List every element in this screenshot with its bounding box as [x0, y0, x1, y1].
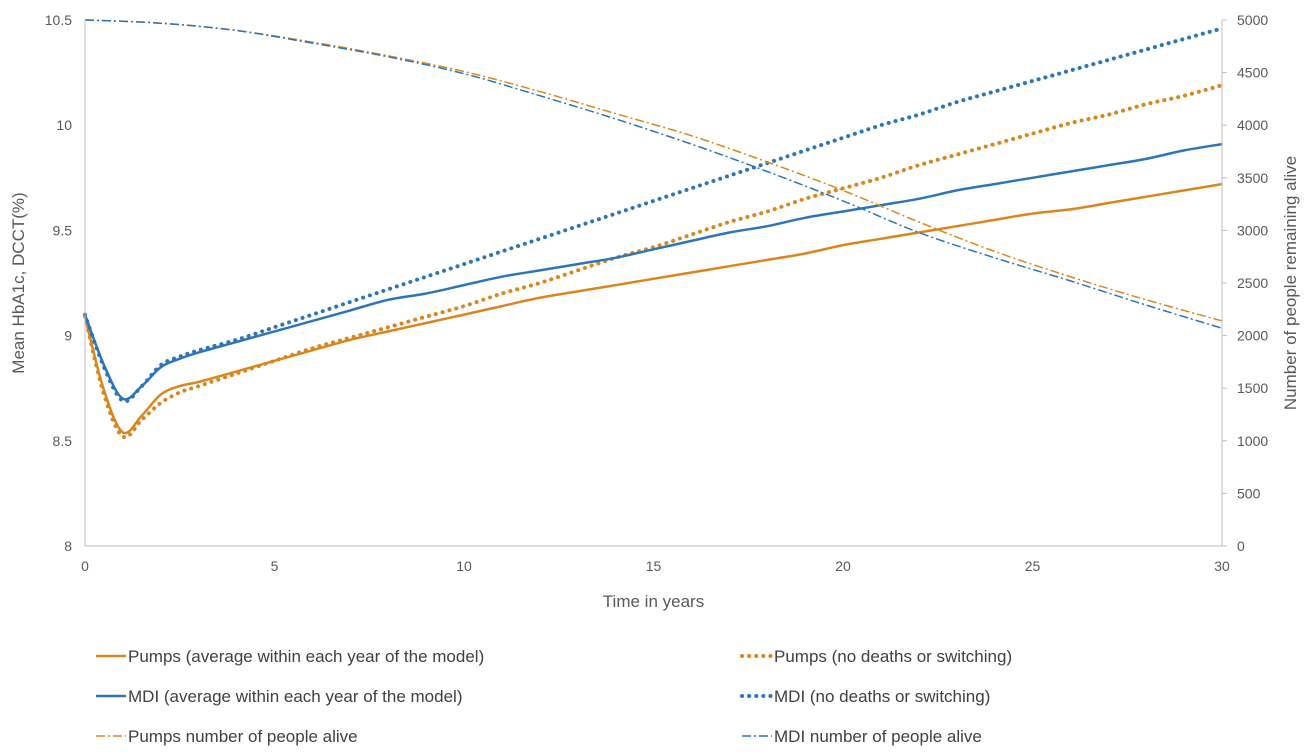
legend-label: Pumps (no deaths or switching): [774, 647, 1012, 666]
x-tick-label: 5: [271, 558, 279, 574]
series-line-4: [83, 26, 1224, 404]
x-tick-label: 10: [456, 558, 472, 574]
legend-label: MDI (average within each year of the mod…: [128, 687, 463, 706]
series-line-3: [83, 142, 1223, 401]
left-axis-ticks: 8 8.5 9 9.5 10 10.5: [45, 12, 72, 554]
y2-tick-label: 1000: [1237, 433, 1268, 449]
series-line-2: [83, 83, 1224, 440]
x-axis-ticks: 0 5 10 15 20 25 30: [81, 558, 1230, 574]
series-line-6: [84, 19, 1223, 329]
y2-tick-label: 4500: [1237, 65, 1268, 81]
y2-tick-label: 3000: [1237, 222, 1268, 238]
y-axis-title: Mean HbA1c, DCCT(%): [9, 192, 28, 373]
y-tick-label: 10: [56, 117, 72, 133]
y2-tick-label: 4000: [1237, 117, 1268, 133]
x-tick-label: 0: [81, 558, 89, 574]
y-tick-label: 8: [64, 538, 72, 554]
x-tick-label: 30: [1214, 558, 1230, 574]
right-axis-ticks: 0 500 1000 1500 2000 2500 3000 3500 4000 4500 5000: [1222, 12, 1268, 554]
x-tick-label: 20: [835, 558, 851, 574]
y2-tick-label: 500: [1237, 485, 1261, 501]
y2-tick-label: 0: [1237, 538, 1245, 554]
series-line-1: [83, 182, 1223, 435]
legend-label: Pumps (average within each year of the m…: [128, 647, 484, 666]
x-tick-label: 15: [646, 558, 662, 574]
y2-tick-label: 5000: [1237, 12, 1268, 28]
legend-label: MDI (no deaths or switching): [774, 687, 990, 706]
legend-label: MDI number of people alive: [774, 727, 982, 746]
axes: [84, 20, 1223, 547]
y-tick-label: 9.5: [53, 222, 73, 238]
x-tick-label: 25: [1025, 558, 1041, 574]
y2-tick-label: 2500: [1237, 275, 1268, 291]
plot-lines: [83, 19, 1224, 440]
y-tick-label: 9: [64, 328, 72, 344]
y-tick-label: 8.5: [53, 433, 73, 449]
y-tick-label: 10.5: [45, 12, 72, 28]
legend-label: Pumps number of people alive: [128, 727, 358, 746]
legend: Pumps (average within each year of the m…: [96, 647, 1012, 746]
y2-tick-label: 2000: [1237, 328, 1268, 344]
y2-axis-title: Number of people remaining alive: [1281, 156, 1300, 410]
y2-tick-label: 1500: [1237, 380, 1268, 396]
x-axis-title: Time in years: [603, 592, 704, 611]
y2-tick-label: 3500: [1237, 170, 1268, 186]
